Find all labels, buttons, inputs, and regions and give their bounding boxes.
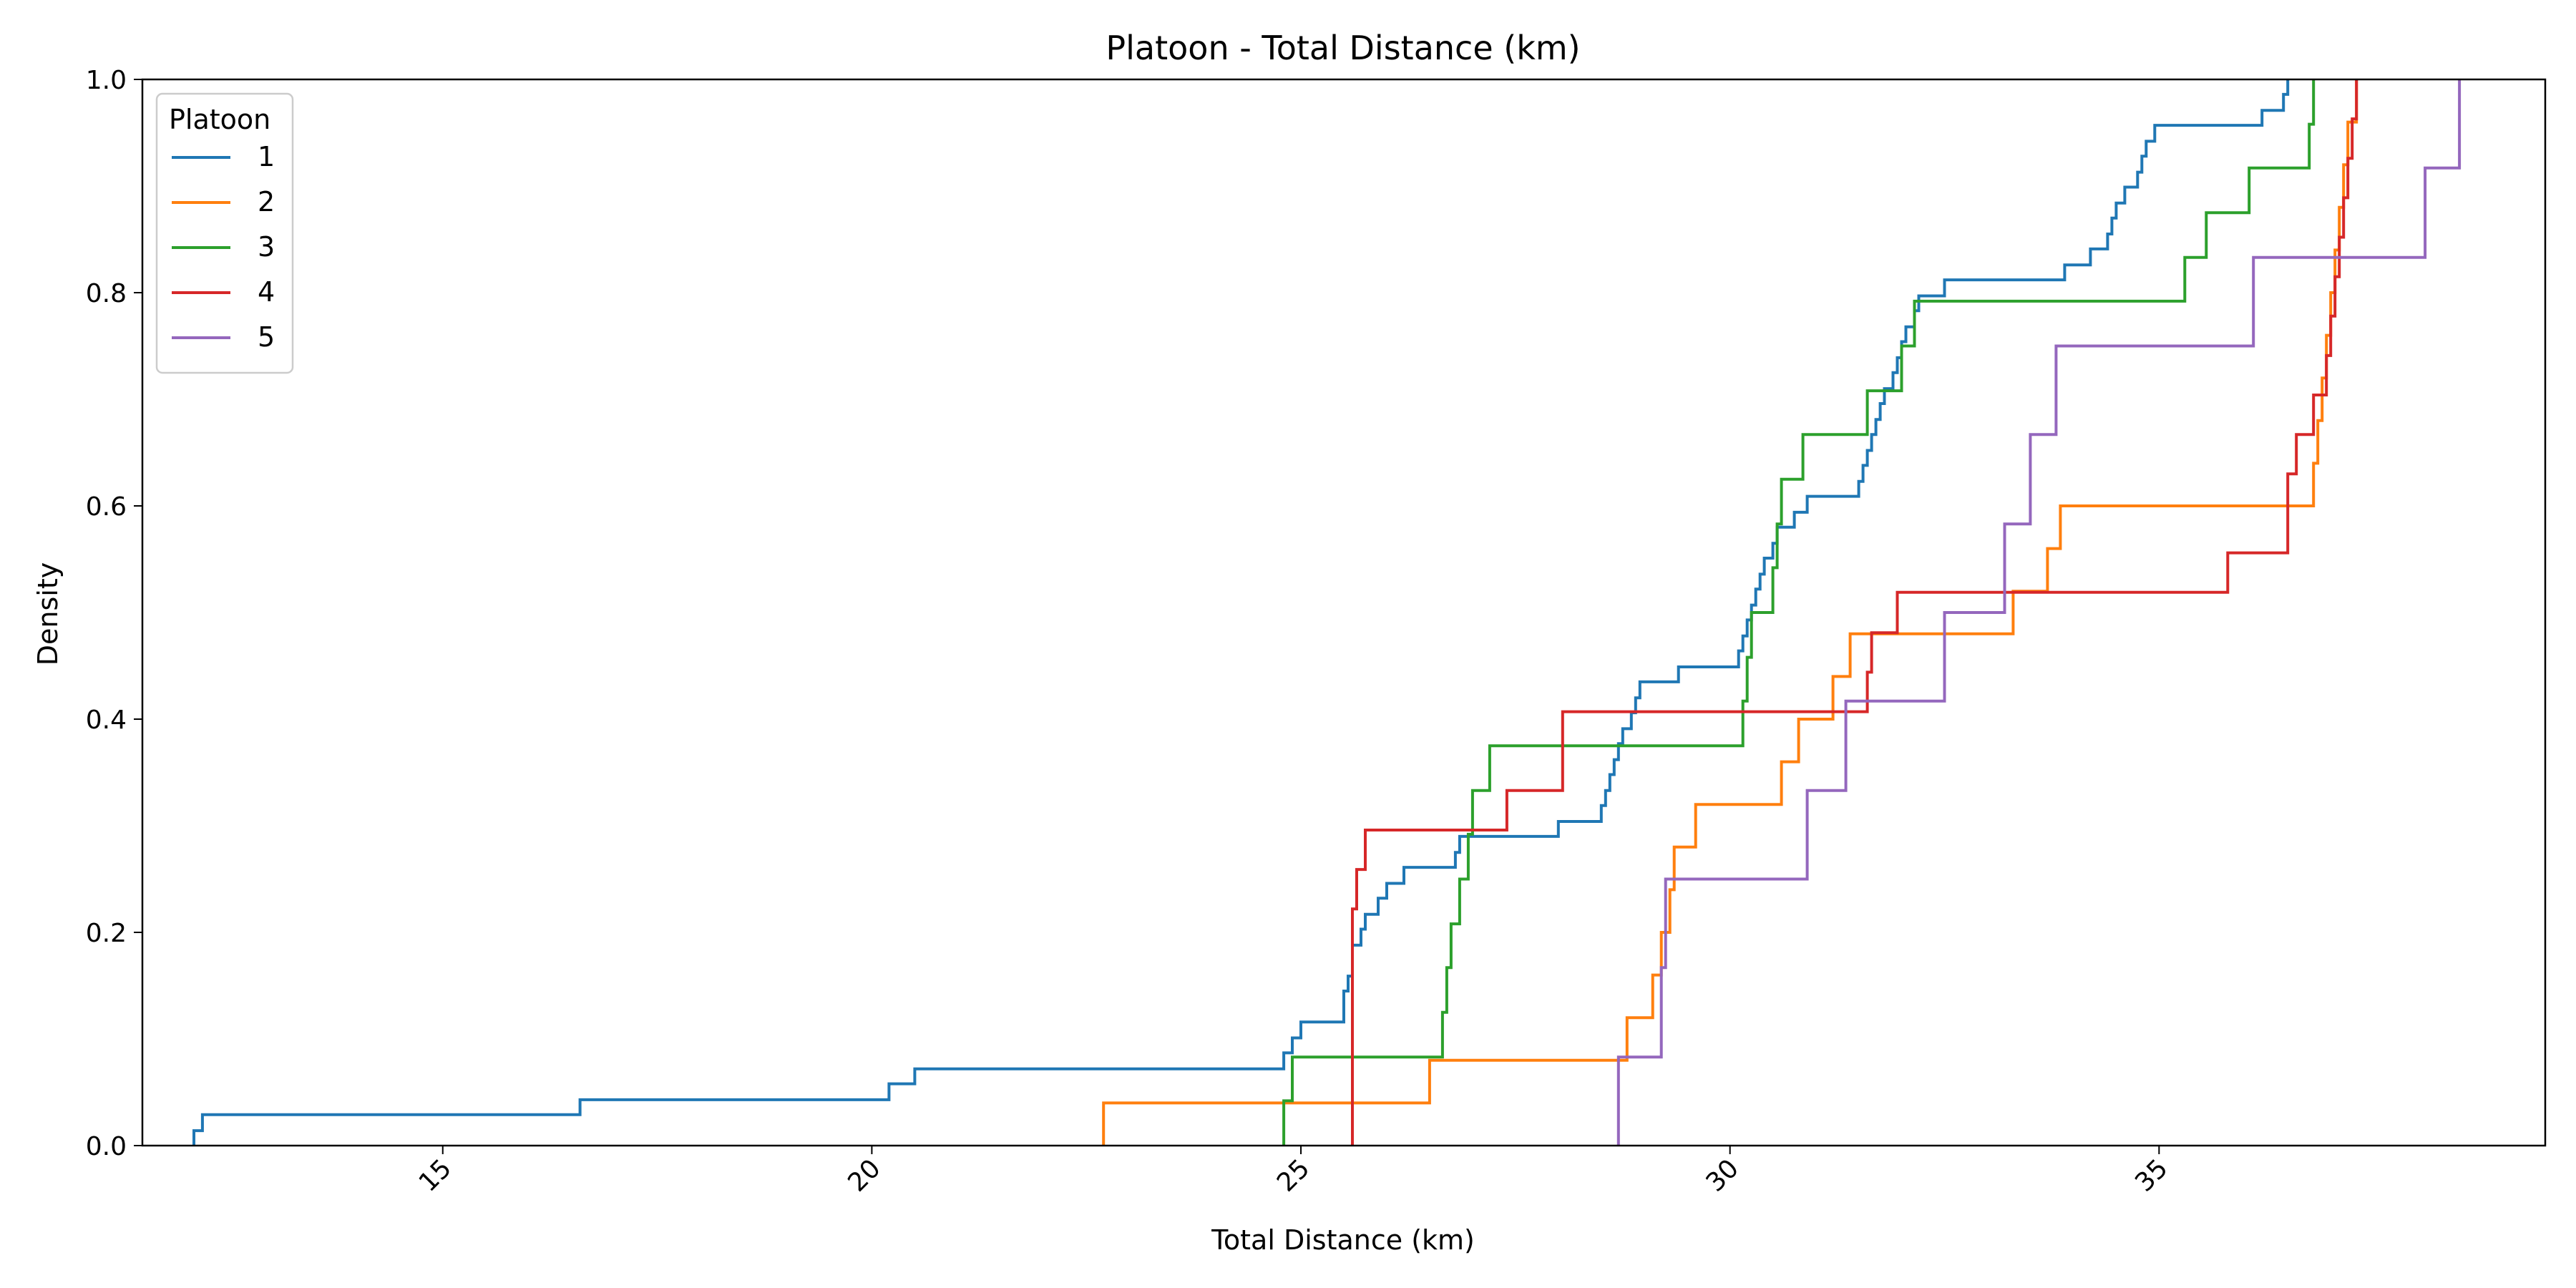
- chart-title: Platoon - Total Distance (km): [1106, 29, 1580, 67]
- legend-label-2: 2: [258, 186, 275, 218]
- legend-label-1: 1: [258, 141, 275, 172]
- legend: Platoon 1 2 3 4 5: [155, 92, 294, 374]
- y-tick-label: 0.0: [86, 1132, 127, 1161]
- x-tick-label: 35: [2129, 1153, 2173, 1197]
- legend-label-3: 3: [258, 231, 275, 263]
- y-axis-label: Density: [32, 562, 64, 665]
- legend-label-5: 5: [258, 321, 275, 353]
- x-axis: 15 20 25 30 35: [414, 1146, 2174, 1198]
- x-axis-label: Total Distance (km): [1211, 1224, 1475, 1256]
- y-tick-label: 1.0: [86, 66, 127, 95]
- y-tick-label: 0.8: [86, 279, 127, 308]
- y-tick-label: 0.6: [86, 492, 127, 522]
- legend-box: [155, 92, 294, 374]
- series-line-5: [1616, 79, 2462, 1146]
- series-line-2: [1102, 79, 2358, 1146]
- legend-label-4: 4: [258, 276, 275, 308]
- y-axis: 0.0 0.2 0.4 0.6 0.8 1.0: [86, 66, 142, 1161]
- x-tick-label: 30: [1701, 1153, 1745, 1197]
- plot-frame: [141, 78, 2547, 1147]
- legend-title: Platoon: [169, 104, 270, 135]
- y-tick-label: 0.4: [86, 706, 127, 735]
- x-tick-label: 20: [842, 1153, 886, 1197]
- series-line-4: [1351, 79, 2358, 1146]
- series-line-3: [1282, 79, 2316, 1146]
- y-tick-label: 0.2: [86, 919, 127, 948]
- x-tick-label: 25: [1272, 1153, 1315, 1197]
- series-layer: [192, 79, 2462, 1146]
- x-tick-label: 15: [414, 1153, 457, 1197]
